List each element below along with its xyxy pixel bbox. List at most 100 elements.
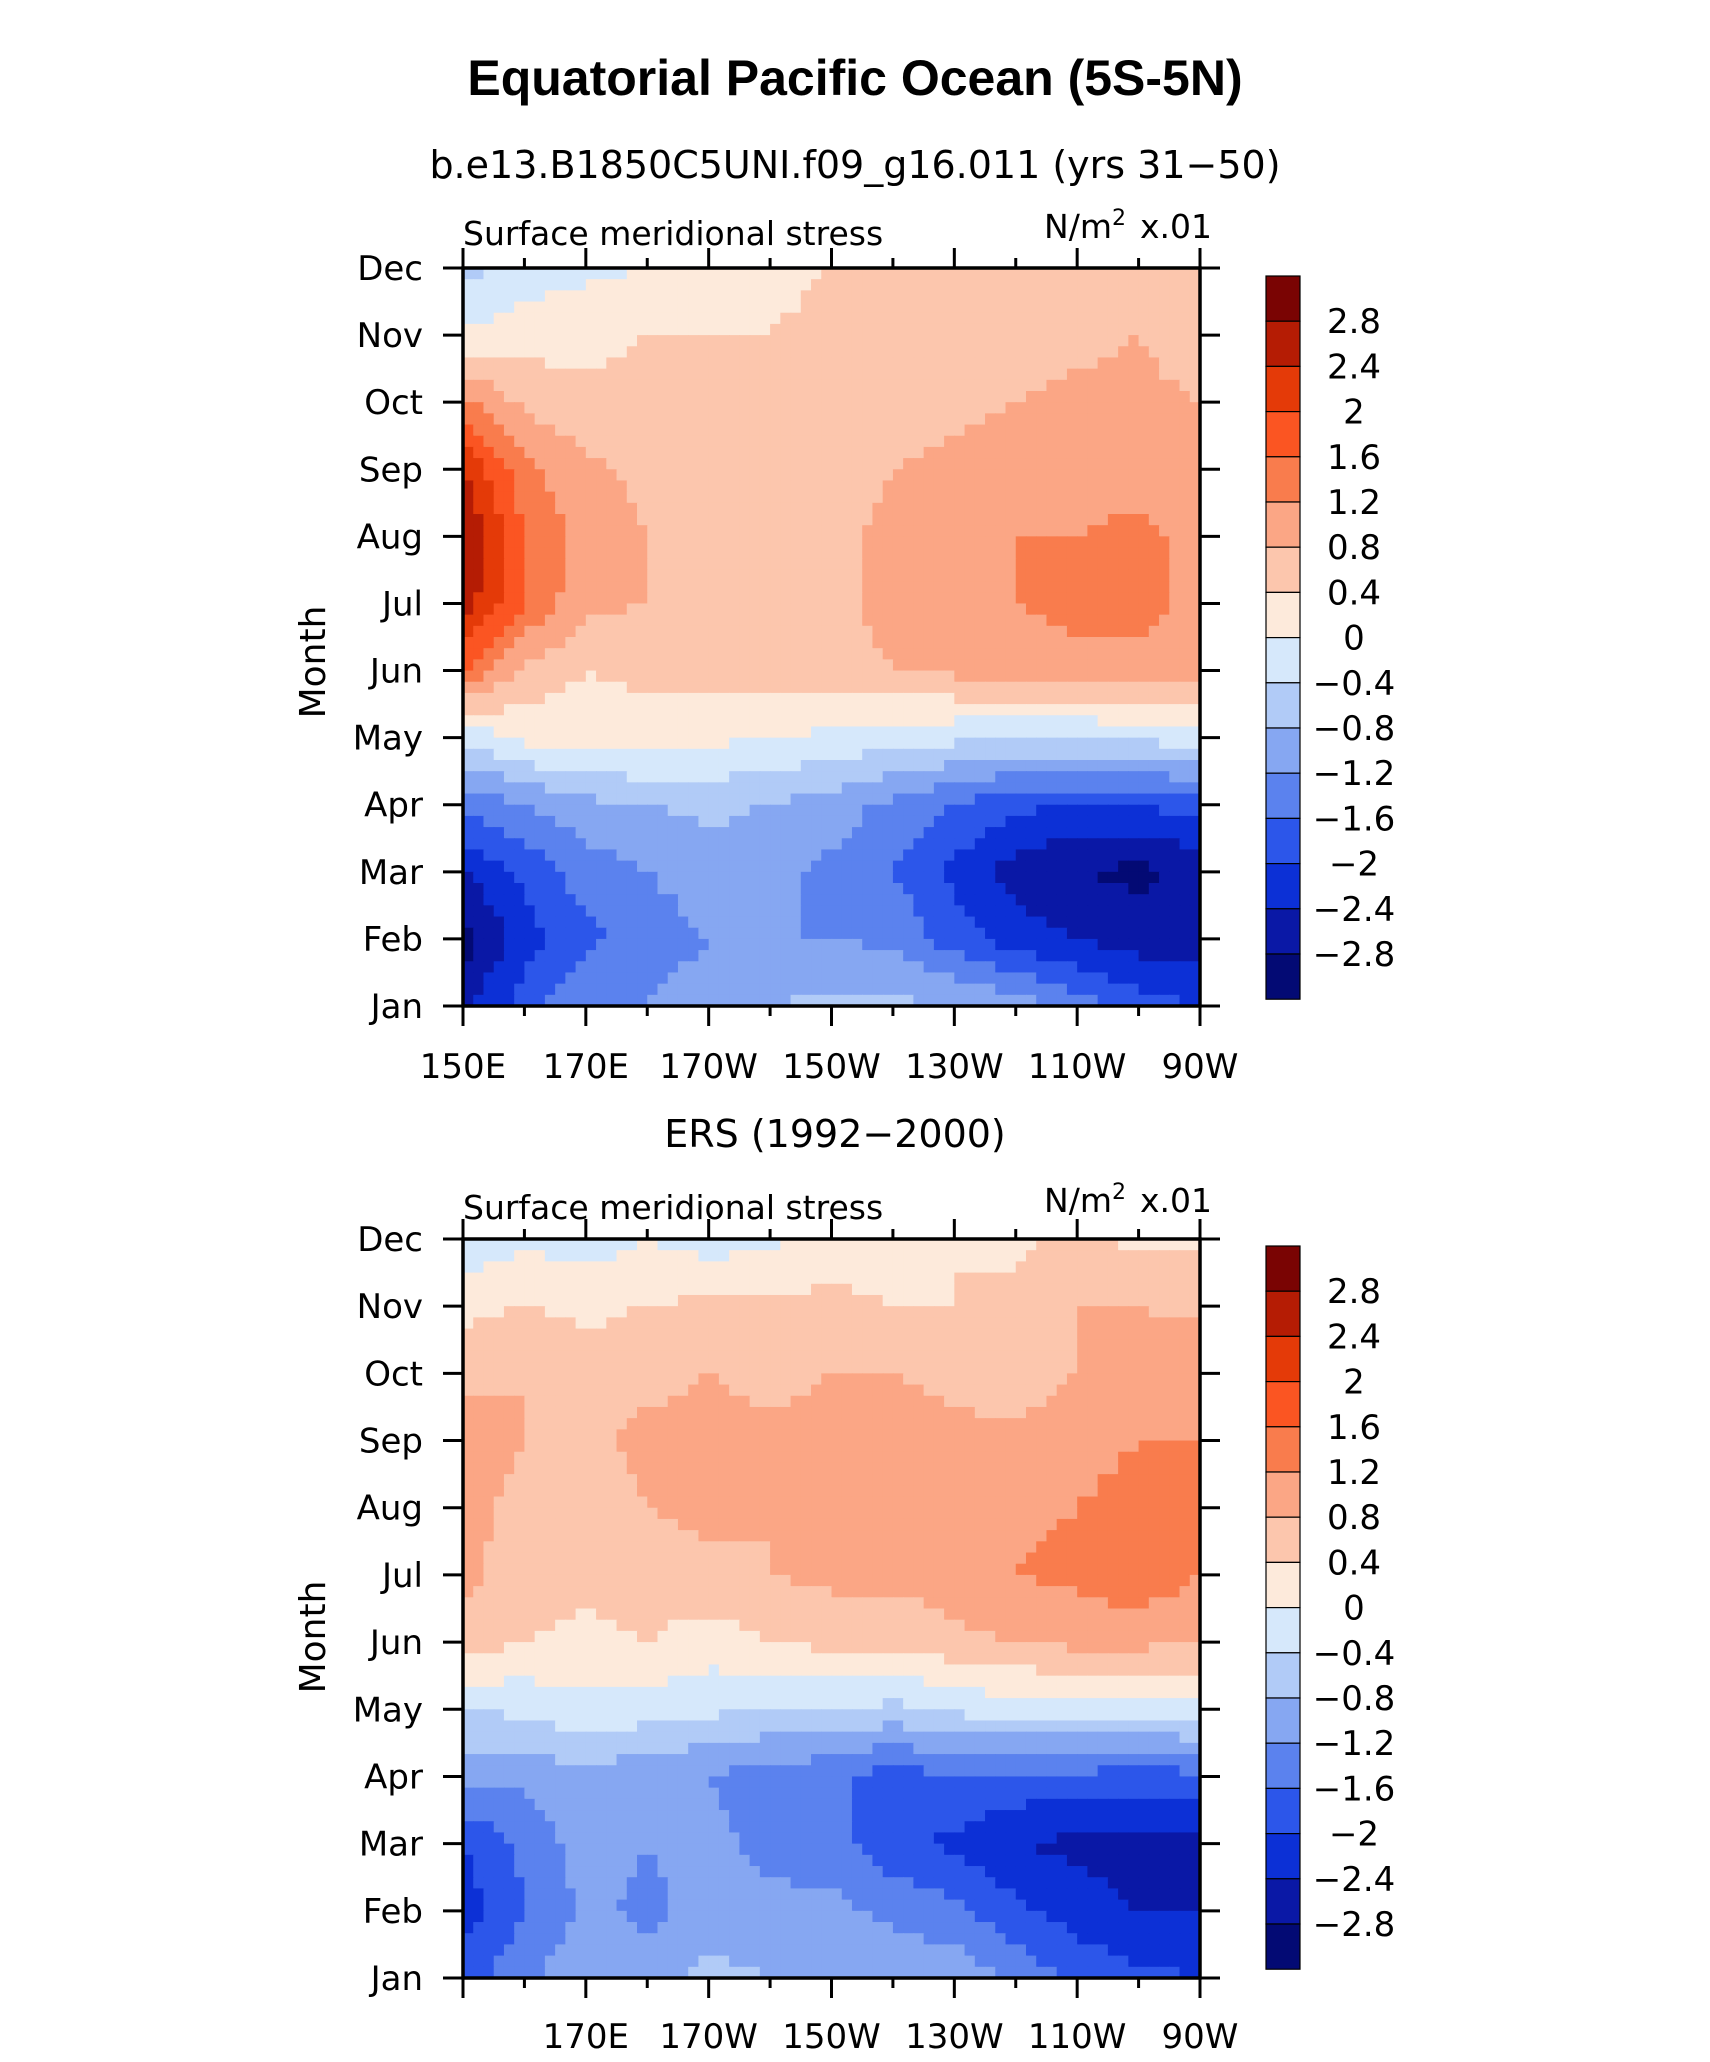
panel-model-heatmap-cell xyxy=(596,838,608,851)
panel-model-heatmap-cell xyxy=(463,804,474,817)
panel-model-heatmap-cell xyxy=(841,726,853,739)
panel-model-heatmap-cell xyxy=(503,379,515,392)
panel-model-heatmap-cell xyxy=(790,379,802,392)
panel-model-heatmap-cell xyxy=(1189,379,1201,392)
panel-model-heatmap-cell xyxy=(831,268,843,280)
panel-model-heatmap-cell xyxy=(985,849,996,862)
panel-model-heatmap-cell xyxy=(1148,648,1160,661)
panel-ers-heatmap-cell xyxy=(1179,1239,1191,1251)
panel-model-heatmap-cell xyxy=(585,469,597,482)
panel-model-heatmap-cell xyxy=(1148,379,1160,392)
panel-model-heatmap-cell xyxy=(851,402,863,415)
panel-model-heatmap-cell xyxy=(1148,670,1160,683)
panel-model-heatmap-cell xyxy=(473,346,485,359)
panel-model-heatmap-cell xyxy=(923,268,935,280)
panel-model-heatmap-cell xyxy=(739,637,751,649)
panel-model-heatmap-cell xyxy=(903,726,915,739)
panel-model-heatmap-cell xyxy=(1015,525,1027,538)
panel-model-heatmap-cell xyxy=(800,950,812,962)
panel-model-heatmap-cell xyxy=(626,424,638,437)
panel-model-heatmap-cell xyxy=(1118,793,1130,806)
panel-model-heatmap-cell xyxy=(1179,637,1191,649)
panel-model-heatmap-cell xyxy=(688,435,700,448)
panel-ers-subtitle: ERS (1992−2000) xyxy=(664,1112,1006,1156)
panel-model-heatmap-cell xyxy=(729,681,741,694)
panel-model-heatmap-cell xyxy=(606,726,618,739)
panel-model-heatmap-cell xyxy=(872,525,884,538)
panel-model-heatmap-cell xyxy=(1077,838,1089,851)
panel-ers-heatmap-cell xyxy=(739,1250,751,1263)
panel-model-heatmap-cell xyxy=(892,413,904,426)
panel-model-heatmap-cell xyxy=(1179,670,1191,683)
panel-model-heatmap-cell xyxy=(790,950,802,962)
panel-model-heatmap-cell xyxy=(575,413,587,426)
panel-model-heatmap-cell xyxy=(1159,391,1170,403)
panel-model-heatmap-cell xyxy=(514,659,526,672)
panel-model-heatmap-cell xyxy=(974,323,986,336)
panel-model-heatmap-cell xyxy=(503,659,515,672)
panel-model-heatmap-cell xyxy=(974,804,986,817)
panel-model-heatmap-cell xyxy=(944,760,956,772)
panel-model-heatmap-cell xyxy=(473,402,485,415)
panel-model-heatmap-cell xyxy=(1128,760,1140,772)
panel-model-heatmap-cell xyxy=(534,625,546,638)
panel-model-heatmap-cell xyxy=(800,782,812,795)
panel-ers-heatmap-cell xyxy=(493,1250,505,1263)
panel-model-heatmap-cell xyxy=(831,737,843,750)
panel-model-heatmap-cell xyxy=(596,704,608,716)
panel-model-heatmap-cell xyxy=(790,312,802,325)
panel-model-heatmap-cell xyxy=(1097,782,1109,795)
panel-model-heatmap-cell xyxy=(1077,413,1089,426)
panel-model-heatmap-cell xyxy=(1025,748,1037,761)
panel-model-heatmap-cell xyxy=(923,614,935,627)
panel-model-heatmap-cell xyxy=(872,637,884,649)
panel-model-heatmap-cell xyxy=(1107,491,1119,504)
panel-ers-heatmap-cell xyxy=(698,1250,710,1263)
panel-model-heatmap-cell xyxy=(534,681,546,694)
panel-model-heatmap-cell xyxy=(831,480,843,493)
panel-model-heatmap-cell xyxy=(637,391,648,403)
panel-model-heatmap-cell xyxy=(1056,312,1068,325)
panel-model-heatmap-cell xyxy=(1179,312,1191,325)
panel-model-heatmap-cell xyxy=(770,402,782,415)
panel-model-heatmap-cell xyxy=(493,860,505,873)
panel-model-heatmap-cell xyxy=(923,525,935,538)
panel-model-heatmap-cell xyxy=(790,547,802,560)
panel-model-heatmap-cell xyxy=(606,480,618,493)
panel-model-heatmap-cell xyxy=(770,290,782,303)
panel-model-heatmap-cell xyxy=(1046,446,1058,459)
panel-model-heatmap-cell xyxy=(1036,950,1048,962)
panel-model-heatmap-cell xyxy=(1015,558,1027,571)
panel-model-heatmap-cell xyxy=(1015,625,1027,638)
panel-model-heatmap-cell xyxy=(749,894,761,907)
panel-model-heatmap-cell xyxy=(565,815,577,828)
panel-model-heatmap-cell xyxy=(626,871,638,884)
panel-model-heatmap-cell xyxy=(544,849,556,862)
panel-model-heatmap-cell xyxy=(995,581,1007,593)
panel-model-heatmap-cell xyxy=(739,938,751,951)
panel-model-heatmap-cell xyxy=(933,625,945,638)
panel-model-heatmap-cell xyxy=(944,614,956,627)
panel-model-heatmap-cell xyxy=(534,938,546,951)
panel-model-heatmap-cell xyxy=(851,883,863,895)
panel-model-heatmap-cell xyxy=(616,335,628,347)
panel-model-heatmap-cell xyxy=(708,491,720,504)
panel-model-heatmap-cell xyxy=(544,491,556,504)
panel-model-heatmap-cell xyxy=(749,815,761,828)
panel-model-heatmap-cell xyxy=(1107,704,1119,716)
panel-model-heatmap-cell xyxy=(503,424,515,437)
panel-model-heatmap-cell xyxy=(985,726,996,739)
panel-model-heatmap-cell xyxy=(933,894,945,907)
panel-model-heatmap-cell xyxy=(463,827,474,839)
panel-model-heatmap-cell xyxy=(514,603,526,616)
panel-model-heatmap-cell xyxy=(1107,268,1119,280)
panel-model-heatmap-cell xyxy=(985,312,996,325)
panel-model-heatmap-cell xyxy=(1179,804,1191,817)
panel-model-heatmap-cell xyxy=(688,413,700,426)
panel-model-heatmap-cell xyxy=(575,301,587,314)
panel-model-heatmap-cell xyxy=(1159,346,1170,359)
panel-model-heatmap-cell xyxy=(1159,961,1170,974)
panel-model-heatmap-cell xyxy=(1169,782,1181,795)
panel-model-heatmap-cell xyxy=(1128,927,1140,940)
panel-model-heatmap-cell xyxy=(995,771,1007,784)
